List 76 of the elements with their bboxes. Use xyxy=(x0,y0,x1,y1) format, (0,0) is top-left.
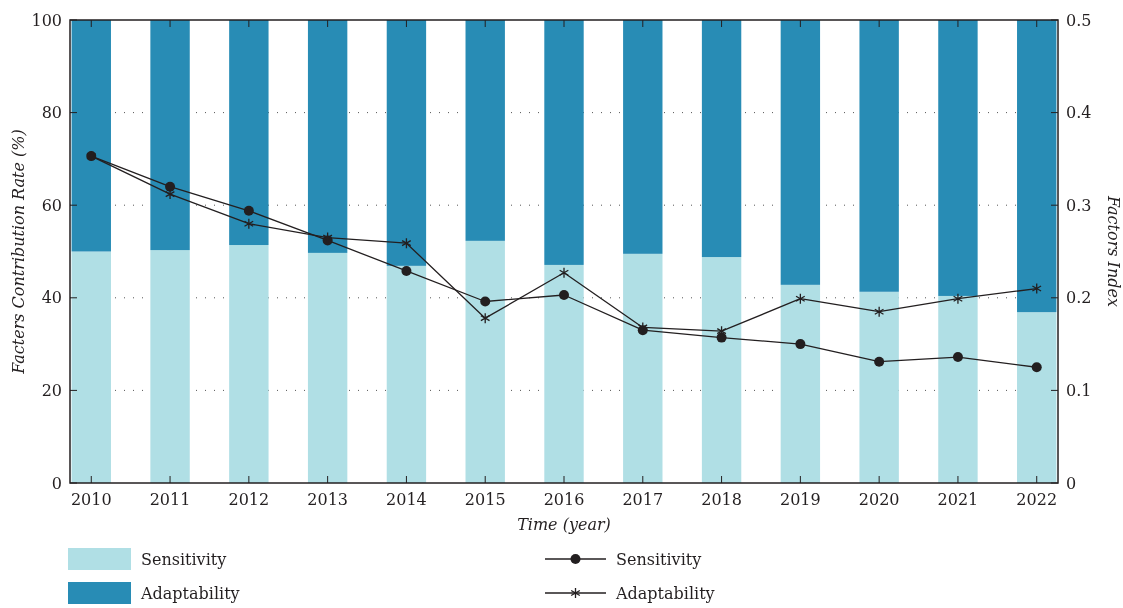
point xyxy=(716,332,727,343)
x-tick-label: 2020 xyxy=(858,490,900,509)
y2-tick-label: 0 xyxy=(1066,473,1077,493)
bar xyxy=(623,253,663,483)
point xyxy=(480,312,491,324)
y-tick-label: 0 xyxy=(51,473,62,493)
point xyxy=(243,205,254,216)
y-axis-title: Facters Contribution Rate (%) xyxy=(9,129,28,375)
bar xyxy=(71,20,111,252)
y-tick-label: 100 xyxy=(31,10,62,30)
bar xyxy=(307,252,348,483)
bar xyxy=(229,245,269,483)
point xyxy=(559,267,569,279)
x-tick-label: 2010 xyxy=(70,490,112,509)
point xyxy=(401,237,412,249)
x-tick-label: 2013 xyxy=(307,490,348,509)
x-tick-label: 2022 xyxy=(1016,490,1058,509)
x-tick-label: 2018 xyxy=(701,490,742,509)
x-tick-label: 2012 xyxy=(228,490,270,509)
point xyxy=(874,306,885,318)
y2-axis-title: Factors Index xyxy=(1104,195,1123,307)
bar xyxy=(150,20,190,251)
point xyxy=(1031,362,1042,373)
point xyxy=(952,293,963,305)
y2-tick-label: 0.1 xyxy=(1066,381,1092,400)
bar xyxy=(1017,20,1057,313)
y2-tick-label: 0.3 xyxy=(1066,195,1092,215)
x-tick-label: 2016 xyxy=(543,490,585,509)
y2-tick-label: 0.4 xyxy=(1066,103,1092,123)
point xyxy=(1031,282,1042,295)
x-tick-label: 2014 xyxy=(386,490,427,509)
bar xyxy=(780,20,821,285)
bar xyxy=(701,257,742,483)
legend-label: Adaptability xyxy=(140,584,240,603)
bar xyxy=(386,20,427,266)
point xyxy=(559,290,569,301)
legend-label: Sensitivity xyxy=(141,550,227,569)
bar xyxy=(780,284,821,483)
y-tick-label: 40 xyxy=(41,288,62,308)
bar xyxy=(71,251,111,483)
y-tick-label: 80 xyxy=(41,103,62,123)
bar xyxy=(544,20,584,265)
bar xyxy=(307,20,348,253)
bar xyxy=(623,20,663,254)
x-tick-label: 2019 xyxy=(780,490,821,509)
bar xyxy=(386,265,427,483)
point xyxy=(795,293,806,305)
bar xyxy=(544,264,584,483)
x-tick-label: 2015 xyxy=(464,490,506,509)
bar xyxy=(150,250,190,483)
bar xyxy=(859,20,899,292)
bar xyxy=(938,295,978,483)
bar xyxy=(1017,312,1057,483)
point xyxy=(243,218,254,230)
point xyxy=(874,356,885,367)
legend-label: Sensitivity xyxy=(616,550,702,569)
x-tick-label: 2017 xyxy=(622,490,664,509)
point xyxy=(952,352,963,363)
bar xyxy=(229,20,269,246)
y2-tick-label: 0.5 xyxy=(1066,10,1092,30)
y-tick-label: 60 xyxy=(41,195,62,215)
y2-tick-label: 0.2 xyxy=(1066,288,1092,308)
bar xyxy=(465,20,505,241)
x-tick-label: 2021 xyxy=(937,490,979,509)
bar xyxy=(701,20,742,258)
point xyxy=(480,296,491,307)
point xyxy=(401,265,412,276)
point xyxy=(165,181,176,192)
bar xyxy=(859,291,899,483)
x-tick-label: 2011 xyxy=(149,490,191,509)
x-axis-title: Time (year) xyxy=(517,515,611,534)
y-tick-label: 20 xyxy=(41,381,62,400)
legend-label: Adaptability xyxy=(615,584,715,603)
point xyxy=(795,339,806,350)
bar xyxy=(465,240,505,483)
bar xyxy=(938,20,978,296)
